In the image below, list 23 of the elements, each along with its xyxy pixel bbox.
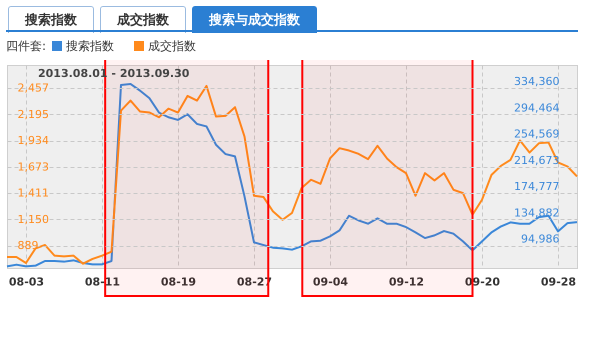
y-tick-label: 889 bbox=[18, 239, 38, 252]
legend-label: 搜索指数 bbox=[65, 38, 114, 55]
x-tick-label: 09-04 bbox=[312, 276, 348, 288]
y-tick-label: 1,411 bbox=[18, 186, 49, 200]
y-tick-label: 2,457 bbox=[18, 82, 49, 95]
y-tick-label: 2,195 bbox=[18, 108, 49, 121]
y2-tick-label: 134,882 bbox=[514, 206, 560, 220]
x-tick-label: 08-19 bbox=[160, 276, 196, 288]
y2-tick-label: 334,360 bbox=[514, 75, 560, 88]
y2-tick-label: 294,464 bbox=[514, 101, 560, 114]
text: 成交指数 bbox=[100, 6, 186, 33]
y-tick-label: 1,934 bbox=[18, 134, 49, 148]
text: 搜索指数 bbox=[8, 6, 94, 33]
x-tick-label: 08-03 bbox=[8, 276, 44, 288]
y2-tick-label: 174,777 bbox=[514, 180, 560, 194]
legend-title: 四件套: bbox=[6, 38, 46, 55]
y2-tick-label: 254,569 bbox=[514, 128, 560, 141]
y-tick-label: 1,673 bbox=[18, 160, 49, 174]
x-tick-label: 09-12 bbox=[388, 276, 424, 288]
x-tick-label: 09-28 bbox=[540, 276, 576, 288]
y2-tick-label: 94,986 bbox=[521, 232, 560, 246]
y-tick-label: 1,150 bbox=[18, 212, 49, 226]
legend-label: 成交指数 bbox=[147, 38, 196, 55]
